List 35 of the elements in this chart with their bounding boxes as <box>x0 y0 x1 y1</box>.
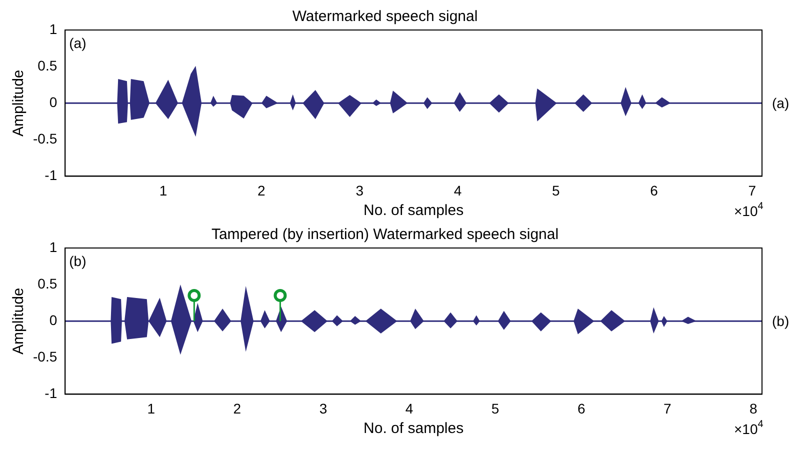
y-tick-label: -1 <box>44 385 58 402</box>
x-tick-label: 2 <box>233 400 242 416</box>
chart-title: Tampered (by insertion) Watermarked speech signal <box>211 226 559 244</box>
x-tick-label: 6 <box>577 400 586 416</box>
y-tick-label: 0.5 <box>38 57 58 74</box>
x-tick-label: 3 <box>356 182 364 198</box>
x-tick-label: 4 <box>454 182 462 198</box>
y-axis-title: Amplitude <box>10 70 28 136</box>
y-tick-label: 0 <box>49 312 58 328</box>
x-tick-label: 1 <box>159 182 168 198</box>
x-tick-label: 8 <box>750 400 758 416</box>
text: (b) <box>772 313 790 330</box>
x-tick-label: 4 <box>405 400 414 416</box>
y-tick-label: -1 <box>44 167 58 184</box>
annotation: (b) <box>69 253 86 269</box>
x-tick-label: 7 <box>663 400 672 416</box>
text: (a) <box>772 95 790 112</box>
chart-title: Watermarked speech signal <box>292 8 478 26</box>
y-tick-label: 0 <box>49 94 58 110</box>
x-tick-label: 3 <box>319 400 328 416</box>
y-tick-label: -0.5 <box>33 130 58 147</box>
annotation: (a) <box>69 35 86 51</box>
y-axis-title: Amplitude <box>10 288 28 354</box>
x-tick-label: 5 <box>491 400 500 416</box>
x-tick-label: 5 <box>552 182 560 198</box>
y-tick-label: 0.5 <box>38 275 58 292</box>
x-tick-label: 2 <box>258 182 266 198</box>
y-tick-label: 1 <box>49 238 58 255</box>
x-tick-label: 7 <box>748 182 756 198</box>
y-tick-label: 1 <box>49 20 58 37</box>
x-axis-title: No. of samples <box>364 202 464 220</box>
x-tick-label: 6 <box>650 182 658 198</box>
y-tick-label: -0.5 <box>33 348 58 365</box>
x-axis-title: No. of samples <box>364 420 464 438</box>
x-tick-label: 1 <box>147 400 156 416</box>
